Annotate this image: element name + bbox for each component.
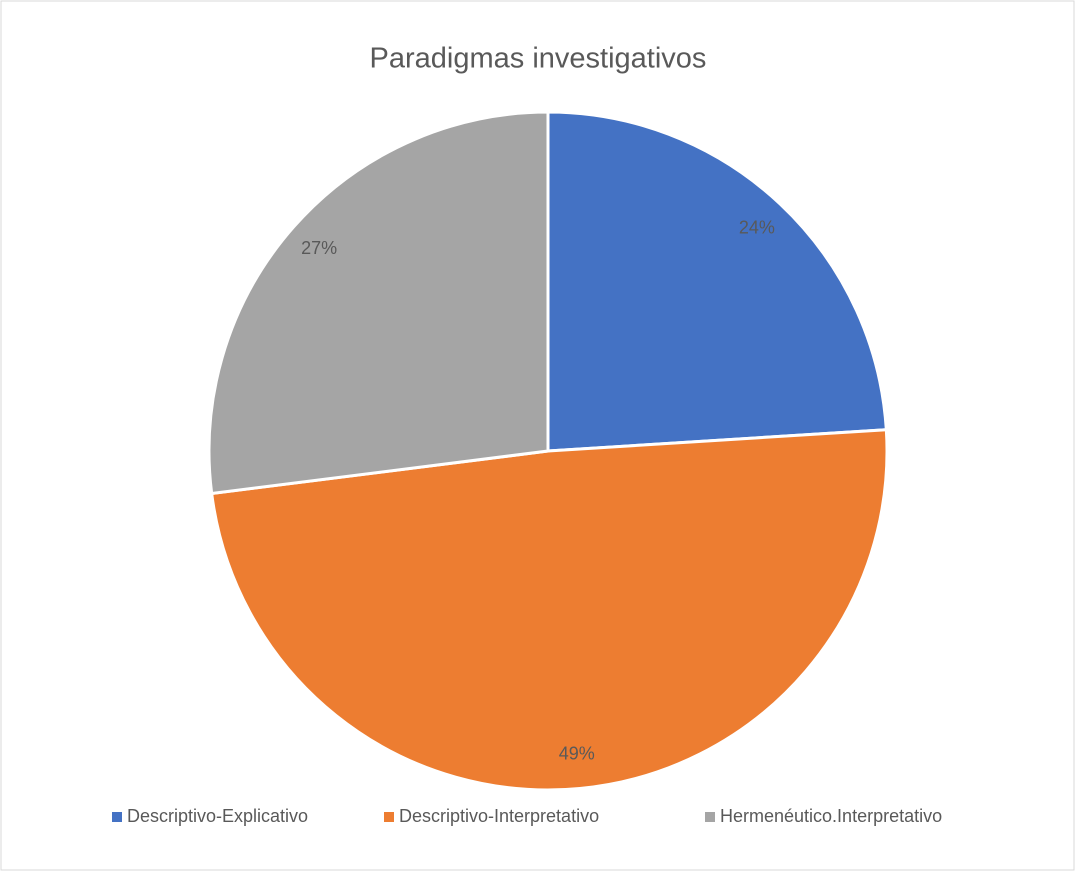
legend-label: Descriptivo-Interpretativo	[399, 806, 599, 826]
legend-swatch	[112, 812, 122, 822]
pie-slice	[209, 428, 889, 792]
legend-swatch	[705, 812, 715, 822]
pie-slice	[207, 110, 550, 496]
data-label: 24%	[739, 217, 775, 237]
data-label: 27%	[301, 238, 337, 258]
legend-label: Hermenéutico.Interpretativo	[720, 806, 942, 826]
legend-label: Descriptivo-Explicativo	[127, 806, 308, 826]
pie-slice	[546, 110, 888, 453]
legend-swatch	[384, 812, 394, 822]
data-label: 49%	[559, 743, 595, 763]
chart-title: Paradigmas investigativos	[370, 43, 707, 75]
